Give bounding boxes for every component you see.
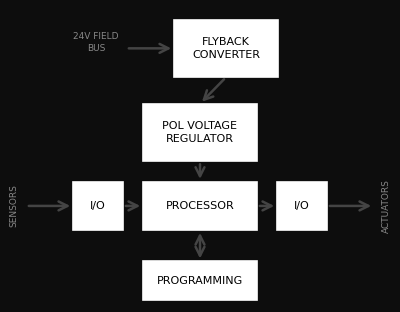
- Text: 24V FIELD
BUS: 24V FIELD BUS: [73, 32, 119, 52]
- Text: I/O: I/O: [90, 201, 106, 211]
- Bar: [143, 104, 257, 162]
- Text: PROGRAMMING: PROGRAMMING: [157, 276, 243, 286]
- Bar: [73, 182, 123, 230]
- Text: PROCESSOR: PROCESSOR: [166, 201, 234, 211]
- Text: SENSORS: SENSORS: [10, 184, 18, 227]
- Text: POL VOLTAGE
REGULATOR: POL VOLTAGE REGULATOR: [162, 121, 238, 144]
- Bar: [277, 182, 327, 230]
- Text: I/O: I/O: [294, 201, 310, 211]
- Bar: [174, 19, 278, 77]
- Bar: [143, 261, 257, 300]
- Text: FLYBACK
CONVERTER: FLYBACK CONVERTER: [192, 37, 260, 60]
- Bar: [143, 182, 257, 230]
- Text: ACTUATORS: ACTUATORS: [382, 179, 390, 233]
